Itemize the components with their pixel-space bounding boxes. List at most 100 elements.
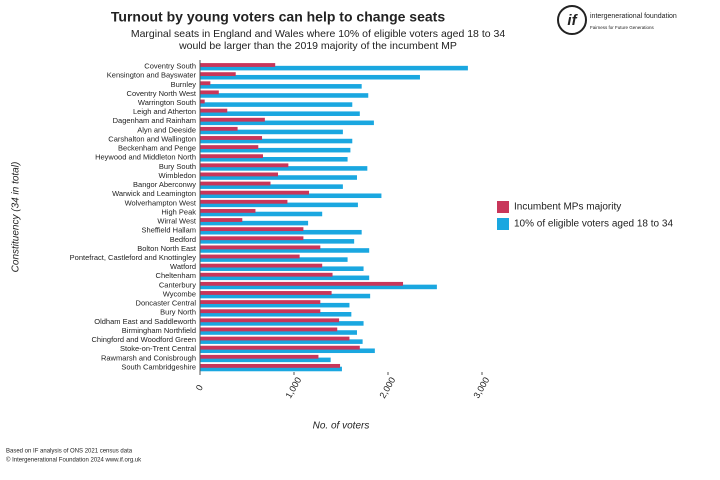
legend-label: 10% of eligible voters aged 18 to 34 bbox=[514, 219, 673, 230]
bar bbox=[200, 281, 404, 286]
y-tick-label: South Cambridgeshire bbox=[121, 362, 196, 371]
bar bbox=[200, 172, 279, 177]
y-tick-label: Bedford bbox=[170, 235, 196, 244]
y-axis-label: Constituency (34 in total) bbox=[11, 162, 22, 273]
y-tick-label: Bangor Aberconwy bbox=[133, 180, 196, 189]
note: Based on IF analysis of ONS 2021 census … bbox=[6, 449, 133, 455]
y-tick-label: Doncaster Central bbox=[136, 299, 197, 308]
y-tick-label: Burnley bbox=[171, 80, 197, 89]
y-tick-label: Stoke-on-Trent Central bbox=[120, 344, 196, 353]
bar bbox=[200, 136, 263, 140]
chart-subtitle: Marginal seats in England and Wales wher… bbox=[131, 28, 505, 40]
bar bbox=[200, 363, 341, 368]
y-tick-label: Chingford and Woodford Green bbox=[91, 335, 196, 344]
bar bbox=[200, 129, 343, 135]
bar bbox=[200, 357, 331, 363]
y-tick-label: Wycombe bbox=[163, 289, 196, 298]
bar bbox=[200, 72, 236, 77]
bar bbox=[200, 63, 276, 67]
bar bbox=[200, 81, 211, 86]
bar bbox=[200, 175, 357, 180]
bar bbox=[200, 74, 420, 80]
bar bbox=[200, 65, 468, 71]
y-tick-label: Bolton North East bbox=[137, 244, 197, 253]
bar bbox=[200, 120, 374, 126]
bar bbox=[200, 147, 351, 153]
y-tick-label: Coventry North West bbox=[127, 89, 197, 98]
bar bbox=[200, 199, 288, 204]
bar bbox=[200, 99, 205, 104]
bar bbox=[200, 181, 271, 186]
bar bbox=[200, 227, 304, 232]
y-tick-label: Rawmarsh and Conisbrough bbox=[101, 353, 196, 362]
logo-tagline: Fairness for Future Generations bbox=[590, 25, 655, 30]
y-tick-label: Cheltenham bbox=[156, 271, 196, 280]
bar bbox=[200, 145, 259, 149]
bar bbox=[200, 309, 321, 314]
y-tick-label: Canterbury bbox=[159, 280, 196, 289]
y-tick-label: Bury South bbox=[159, 162, 196, 171]
y-tick-label: High Peak bbox=[161, 207, 196, 216]
bar bbox=[200, 248, 370, 253]
y-tick-label: Watford bbox=[170, 262, 196, 271]
bar bbox=[200, 327, 338, 332]
y-tick-label: Wolverhampton West bbox=[125, 198, 197, 207]
bar bbox=[200, 318, 340, 323]
bar bbox=[200, 257, 348, 262]
y-tick-label: Sheffield Hallam bbox=[142, 226, 196, 235]
bar bbox=[200, 354, 319, 359]
bar bbox=[200, 111, 360, 116]
bar bbox=[200, 254, 300, 259]
y-tick-label: Leigh and Atherton bbox=[133, 107, 196, 116]
bar bbox=[200, 202, 358, 208]
bar bbox=[200, 239, 355, 244]
legend-label: Incumbent MPs majority bbox=[514, 202, 621, 213]
bar bbox=[200, 336, 350, 341]
y-tick-label: Heywood and Middleton North bbox=[95, 153, 196, 162]
legend-swatch bbox=[497, 218, 509, 230]
bar bbox=[200, 84, 362, 89]
y-tick-label: Kensington and Bayswater bbox=[107, 71, 197, 80]
bar bbox=[200, 138, 353, 144]
bar bbox=[200, 117, 265, 122]
bar bbox=[200, 157, 348, 162]
logo-circle bbox=[557, 5, 587, 35]
y-tick-label: Beckenham and Penge bbox=[118, 144, 196, 153]
bar bbox=[200, 208, 256, 213]
note: © Intergenerational Foundation 2024 www.… bbox=[6, 457, 142, 464]
y-tick-label: Warwick and Leamington bbox=[112, 189, 196, 198]
bar bbox=[200, 126, 238, 131]
y-tick-label: Pontefract, Castleford and Knottingley bbox=[70, 253, 197, 262]
bar bbox=[200, 330, 357, 335]
y-tick-label: Oldham East and Saddleworth bbox=[94, 317, 196, 326]
bar bbox=[200, 312, 352, 317]
bar bbox=[200, 345, 360, 350]
x-axis-label: No. of voters bbox=[313, 421, 370, 432]
bar bbox=[200, 348, 375, 354]
bar bbox=[200, 321, 364, 326]
chart-title: Turnout by young voters can help to chan… bbox=[111, 9, 445, 25]
bar bbox=[200, 300, 321, 304]
bar bbox=[200, 302, 350, 308]
logo-name: intergenerational foundation bbox=[590, 13, 677, 20]
bar bbox=[200, 102, 353, 107]
bar bbox=[200, 339, 363, 344]
bar bbox=[200, 284, 437, 290]
bar bbox=[200, 366, 342, 372]
bar bbox=[200, 193, 382, 199]
y-tick-label: Warrington South bbox=[138, 98, 196, 107]
bar bbox=[200, 275, 370, 281]
bar bbox=[200, 163, 289, 168]
bar bbox=[200, 211, 323, 217]
bar bbox=[200, 154, 263, 159]
bar bbox=[200, 93, 369, 98]
bar bbox=[200, 190, 310, 195]
chart-subtitle: would be larger than the 2019 majority o… bbox=[178, 40, 457, 52]
legend-swatch bbox=[497, 201, 509, 213]
bar bbox=[200, 245, 321, 250]
y-tick-label: Dagenham and Rainham bbox=[113, 116, 196, 125]
bar bbox=[200, 236, 304, 241]
bar bbox=[200, 108, 228, 113]
